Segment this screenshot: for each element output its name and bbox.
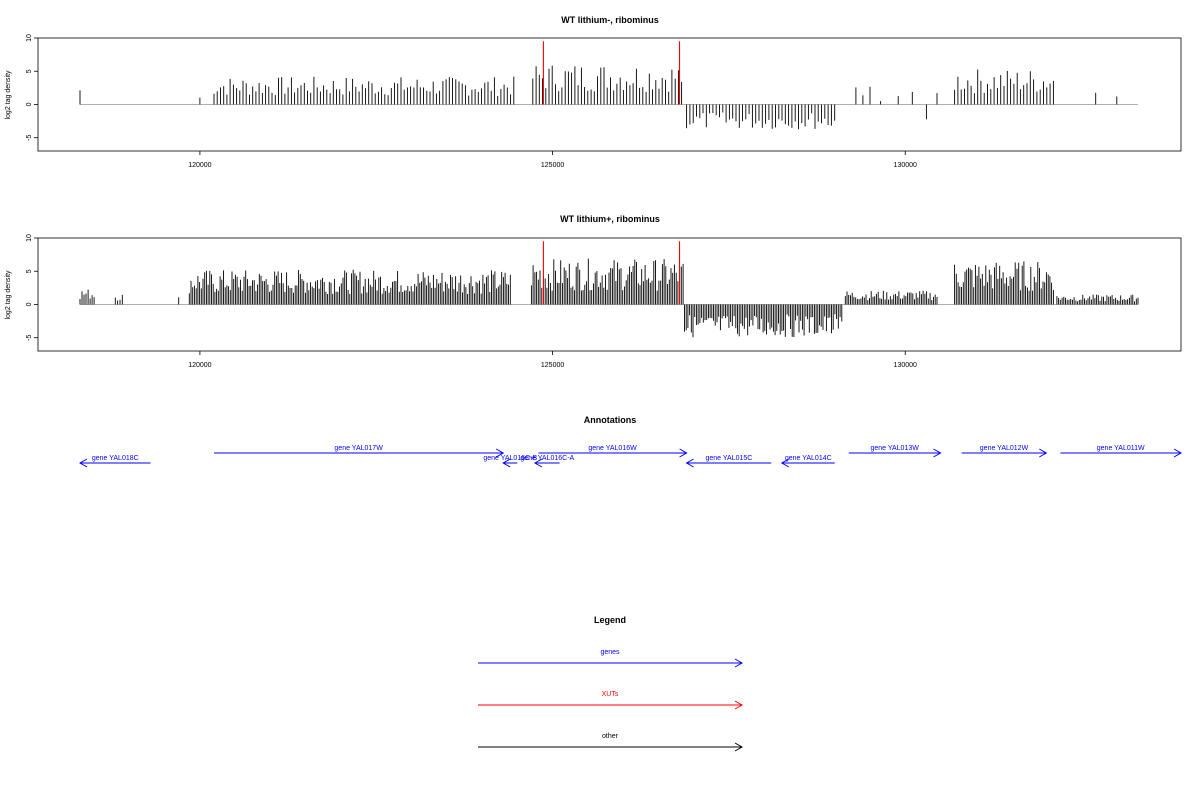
gene-label: gene YAL016C-A [520, 455, 574, 462]
plot-frame [37, 37, 1182, 152]
legend-item-genes: genes [478, 649, 744, 668]
signal-bars [79, 41, 1138, 130]
gene-arrow: gene YAL016W [538, 445, 688, 458]
y-tick-label: 10 [26, 234, 33, 242]
annotations-title: Annotations [584, 415, 637, 425]
x-tick-label: 120000 [188, 362, 211, 369]
panel-title: WT lithium+, ribominus [560, 214, 660, 224]
axis-ticks: -5 0 5 10 120000 125000 130000 [26, 34, 917, 169]
axis-ticks: -5 0 5 10 120000 125000 130000 [26, 234, 917, 369]
x-tick-label: 130000 [894, 362, 917, 369]
gene-label: gene YAL018C [92, 455, 139, 462]
legend-title: Legend [594, 615, 626, 625]
gene-arrowhead [1039, 448, 1048, 458]
signal-bars [79, 241, 1139, 338]
legend-arrowhead [734, 658, 744, 668]
y-tick-label: 10 [26, 34, 33, 42]
gene-arrow: gene YAL016C-B [483, 455, 537, 468]
y-tick-label: -5 [26, 134, 33, 140]
gene-arrowhead [78, 458, 88, 468]
gene-arrow: gene YAL011W [1060, 445, 1183, 458]
gene-arrowhead [1173, 448, 1183, 458]
legend-item-xuts: XUTs [478, 691, 744, 710]
gene-arrow: gene YAL012W [961, 445, 1048, 458]
gene-label: gene YAL011W [1097, 445, 1145, 452]
track-panel-lithium-plus: WT lithium+, ribominus log2 tag density … [5, 214, 1182, 369]
gene-arrow: gene YAL016C-A [520, 455, 575, 468]
gene-label: gene YAL017W [334, 445, 383, 452]
legend-items: genes XUTs other [478, 649, 744, 752]
y-axis-label: log2 tag density [5, 270, 12, 320]
gene-arrow: gene YAL017W [214, 445, 505, 458]
legend-label: genes [600, 649, 620, 656]
panel-title: WT lithium-, ribominus [561, 15, 659, 25]
legend-arrowhead [734, 700, 744, 710]
gene-arrowhead [679, 448, 688, 458]
gene-arrowhead [933, 448, 942, 458]
y-tick-label: 0 [26, 102, 33, 106]
legend-arrowhead [734, 742, 744, 752]
gene-label: gene YAL016C-B [483, 455, 537, 462]
x-tick-label: 125000 [541, 162, 564, 169]
y-tick-label: 5 [26, 69, 33, 73]
gene-label: gene YAL015C [705, 455, 752, 462]
y-tick-label: -5 [26, 334, 33, 340]
gene-arrow: gene YAL015C [685, 455, 772, 468]
gene-arrowhead [780, 458, 790, 468]
gene-arrowhead [495, 448, 505, 458]
plot-frame [37, 237, 1182, 352]
legend-item-other: other [478, 733, 744, 752]
gene-arrowhead [685, 458, 694, 468]
gene-arrowhead [533, 458, 543, 468]
legend: Legend genes XUTs other [478, 615, 744, 752]
x-tick-label: 125000 [541, 362, 564, 369]
gene-label: gene YAL012W [980, 445, 1029, 452]
gene-label: gene YAL013W [870, 445, 919, 452]
y-axis-label: log2 tag density [5, 70, 12, 120]
legend-label: other [602, 733, 619, 740]
track-panel-lithium-minus: WT lithium-, ribominus log2 tag density … [5, 15, 1182, 169]
gene-label: gene YAL016W [588, 445, 637, 452]
annotations-track: Annotations gene YAL018C gene YAL017W gene… [78, 415, 1183, 468]
gene-arrow: gene YAL018C [78, 455, 151, 468]
gene-arrowhead [502, 458, 511, 468]
x-tick-label: 120000 [188, 162, 211, 169]
gene-arrow: gene YAL014C [780, 455, 835, 468]
y-tick-label: 0 [26, 302, 33, 306]
x-tick-label: 130000 [894, 162, 917, 169]
legend-label: XUTs [602, 691, 619, 698]
y-tick-label: 5 [26, 269, 33, 273]
gene-label: gene YAL014C [785, 455, 832, 462]
gene-arrow: gene YAL013W [848, 445, 942, 458]
